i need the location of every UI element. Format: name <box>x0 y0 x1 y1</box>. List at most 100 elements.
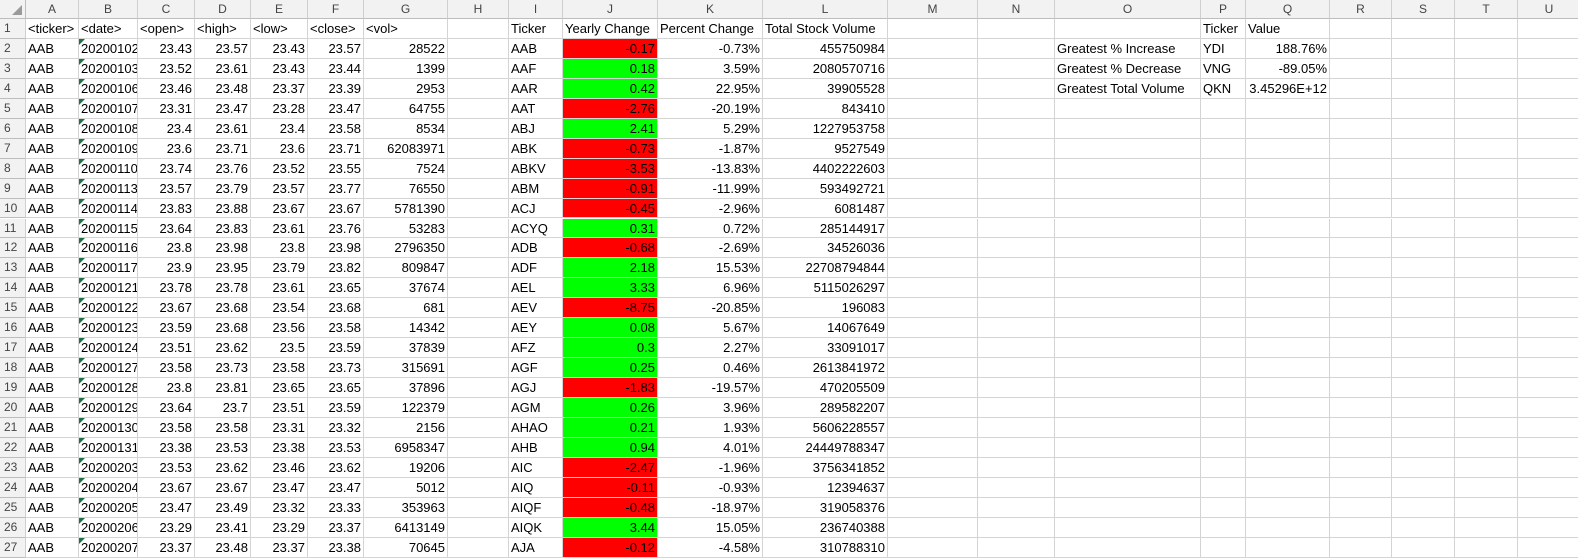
cell-m21[interactable] <box>888 418 978 438</box>
cell-l11[interactable]: 285144917 <box>763 218 888 239</box>
cell-l26[interactable]: 236740388 <box>763 517 888 538</box>
cell-e25[interactable]: 23.32 <box>251 497 308 518</box>
cell-e4[interactable]: 23.37 <box>251 78 308 99</box>
cell-h4[interactable] <box>448 78 509 99</box>
column-header-c[interactable]: C <box>138 0 195 19</box>
cell-r11[interactable] <box>1330 218 1392 239</box>
cell-h17[interactable] <box>448 338 509 359</box>
cell-m8[interactable] <box>888 158 978 179</box>
cell-g26[interactable]: 6413149 <box>364 517 448 538</box>
row-header-20[interactable]: 20 <box>0 398 26 418</box>
row-header-9[interactable]: 9 <box>0 178 26 199</box>
cell-h6[interactable] <box>448 118 509 139</box>
cell-b27[interactable]: 20200207 <box>79 537 138 558</box>
cell-m20[interactable] <box>888 398 978 418</box>
cell-h7[interactable] <box>448 138 509 159</box>
cell-u8[interactable] <box>1518 159 1578 179</box>
cell-q7[interactable] <box>1246 138 1330 159</box>
cell-o1[interactable] <box>1055 19 1201 39</box>
cell-n19[interactable] <box>978 378 1055 399</box>
cell-u19[interactable] <box>1518 378 1578 399</box>
cell-n6[interactable] <box>978 118 1055 139</box>
cell-u23[interactable] <box>1518 458 1578 478</box>
cell-a21[interactable]: AAB <box>26 418 79 438</box>
cell-a9[interactable]: AAB <box>26 178 79 199</box>
cell-c22[interactable]: 23.38 <box>138 437 195 458</box>
cell-i8[interactable]: ABKV <box>509 158 563 179</box>
cell-s16[interactable] <box>1392 318 1455 339</box>
cell-i3[interactable]: AAF <box>509 58 563 79</box>
cell-l18[interactable]: 2613841972 <box>763 358 888 379</box>
cell-a7[interactable]: AAB <box>26 138 79 159</box>
cell-r17[interactable] <box>1330 338 1392 359</box>
cell-j6[interactable]: 2.41 <box>563 118 658 139</box>
cell-s17[interactable] <box>1392 338 1455 359</box>
cell-c4[interactable]: 23.46 <box>138 78 195 99</box>
cell-u6[interactable] <box>1518 119 1578 139</box>
cell-g18[interactable]: 315691 <box>364 358 448 379</box>
cell-s15[interactable] <box>1392 298 1455 319</box>
cell-b20[interactable]: 20200129 <box>79 398 138 418</box>
cell-l12[interactable]: 34526036 <box>763 238 888 259</box>
cell-f17[interactable]: 23.59 <box>308 338 364 359</box>
cell-l4[interactable]: 39905528 <box>763 78 888 99</box>
cell-k22[interactable]: 4.01% <box>658 437 763 458</box>
cell-l15[interactable]: 196083 <box>763 298 888 319</box>
cell-m11[interactable] <box>888 218 978 239</box>
cell-r14[interactable] <box>1330 278 1392 299</box>
column-header-n[interactable]: N <box>978 0 1055 19</box>
cell-k23[interactable]: -1.96% <box>658 457 763 478</box>
cell-n11[interactable] <box>978 218 1055 239</box>
cell-u22[interactable] <box>1518 438 1578 458</box>
cell-h27[interactable] <box>448 537 509 558</box>
cell-m14[interactable] <box>888 278 978 299</box>
select-all-corner[interactable] <box>0 0 26 19</box>
cell-n23[interactable] <box>978 457 1055 478</box>
cell-f14[interactable]: 23.65 <box>308 278 364 299</box>
cell-l3[interactable]: 2080570716 <box>763 58 888 79</box>
cell-f3[interactable]: 23.44 <box>308 58 364 79</box>
cell-g2[interactable]: 28522 <box>364 38 448 59</box>
cell-s25[interactable] <box>1392 497 1455 518</box>
cell-o15[interactable] <box>1055 298 1201 319</box>
cell-d12[interactable]: 23.98 <box>195 238 251 259</box>
row-header-12[interactable]: 12 <box>0 238 26 259</box>
cell-t27[interactable] <box>1455 537 1518 558</box>
cell-j7[interactable]: -0.73 <box>563 138 658 159</box>
cell-s21[interactable] <box>1392 418 1455 438</box>
cell-u5[interactable] <box>1518 99 1578 119</box>
cell-d5[interactable]: 23.47 <box>195 98 251 119</box>
cell-t15[interactable] <box>1455 298 1518 319</box>
column-header-p[interactable]: P <box>1201 0 1246 19</box>
cell-g22[interactable]: 6958347 <box>364 437 448 458</box>
cell-s4[interactable] <box>1392 78 1455 99</box>
cell-f22[interactable]: 23.53 <box>308 437 364 458</box>
cell-a4[interactable]: AAB <box>26 78 79 99</box>
cell-k20[interactable]: 3.96% <box>658 398 763 418</box>
cell-r27[interactable] <box>1330 537 1392 558</box>
cell-i23[interactable]: AIC <box>509 457 563 478</box>
cell-d16[interactable]: 23.68 <box>195 318 251 339</box>
cell-b23[interactable]: 20200203 <box>79 457 138 478</box>
cell-s22[interactable] <box>1392 437 1455 458</box>
cell-n4[interactable] <box>978 78 1055 99</box>
cell-g25[interactable]: 353963 <box>364 497 448 518</box>
cell-d21[interactable]: 23.58 <box>195 418 251 438</box>
cell-d9[interactable]: 23.79 <box>195 178 251 199</box>
cell-p23[interactable] <box>1201 457 1246 478</box>
cell-l22[interactable]: 24449788347 <box>763 437 888 458</box>
cell-l1[interactable]: Total Stock Volume <box>763 19 888 39</box>
cell-p24[interactable] <box>1201 477 1246 498</box>
cell-g5[interactable]: 64755 <box>364 98 448 119</box>
cell-r15[interactable] <box>1330 298 1392 319</box>
cell-l7[interactable]: 9527549 <box>763 138 888 159</box>
cell-k9[interactable]: -11.99% <box>658 178 763 199</box>
cell-h15[interactable] <box>448 298 509 319</box>
cell-c17[interactable]: 23.51 <box>138 338 195 359</box>
row-header-13[interactable]: 13 <box>0 258 26 279</box>
cell-j8[interactable]: -3.53 <box>563 158 658 179</box>
cell-n3[interactable] <box>978 58 1055 79</box>
cell-u25[interactable] <box>1518 498 1578 518</box>
cell-d24[interactable]: 23.67 <box>195 477 251 498</box>
cell-h2[interactable] <box>448 38 509 59</box>
